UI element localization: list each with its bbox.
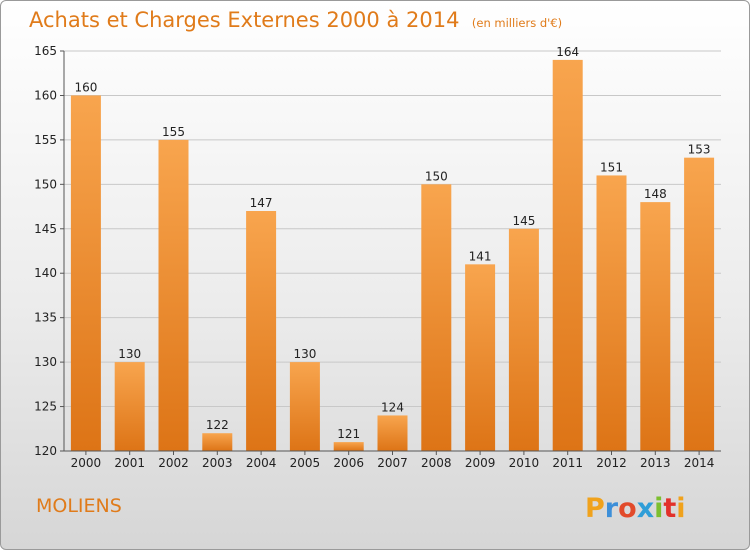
data-label-2009: 141	[469, 249, 492, 263]
bar-2006	[333, 442, 364, 451]
x-tick-label-2005: 2005	[290, 456, 321, 470]
data-label-2010: 145	[512, 214, 535, 228]
data-label-2000: 160	[74, 80, 97, 94]
data-label-2013: 148	[644, 187, 667, 201]
x-tick-label-2010: 2010	[509, 456, 540, 470]
data-label-2002: 155	[162, 125, 185, 139]
bar-2010	[508, 228, 539, 451]
y-tick-label: 165	[34, 44, 57, 58]
data-label-2001: 130	[118, 347, 141, 361]
bar-2004	[246, 211, 277, 451]
bar-2013	[640, 202, 671, 451]
y-tick-label: 155	[34, 133, 57, 147]
x-tick-label-2009: 2009	[465, 456, 496, 470]
bar-2003	[202, 433, 233, 451]
data-label-2008: 150	[425, 169, 448, 183]
bar-2002	[158, 139, 189, 451]
chart-title-block: Achats et Charges Externes 2000 à 2014 (…	[29, 8, 562, 32]
y-tick-label: 160	[34, 88, 57, 102]
bar-layer	[70, 59, 715, 452]
x-tick-label-2014: 2014	[684, 456, 715, 470]
x-tick-label-2008: 2008	[421, 456, 452, 470]
label-layer: 160 130 155 122 147 130 121 124 150 141 145 164 151 1…	[74, 45, 710, 441]
svg-text:Proxiti: Proxiti	[585, 493, 686, 524]
y-tick-label: 135	[34, 311, 57, 325]
data-label-2011: 164	[556, 45, 579, 59]
bar-2007	[377, 415, 408, 451]
bar-2000	[70, 95, 101, 451]
x-tick-label-2012: 2012	[596, 456, 627, 470]
axis-layer: 120 125 130 135 140 145 150 155 160 165 2000 2001 20…	[34, 44, 721, 470]
x-tick-label-2004: 2004	[246, 456, 277, 470]
data-label-2007: 124	[381, 400, 404, 414]
y-tick-label: 120	[34, 444, 57, 458]
y-tick-label: 150	[34, 177, 57, 191]
x-tick-label-2011: 2011	[552, 456, 583, 470]
bar-2008	[421, 184, 452, 452]
data-label-2006: 121	[337, 427, 360, 441]
bar-2014	[684, 157, 715, 451]
y-tick-label: 125	[34, 400, 57, 414]
data-label-2014: 153	[688, 143, 711, 157]
bar-2009	[465, 264, 496, 451]
x-tick-label-2006: 2006	[333, 456, 364, 470]
y-tick-label: 140	[34, 266, 57, 280]
x-tick-label-2013: 2013	[640, 456, 671, 470]
bar-2001	[114, 362, 145, 451]
chart-title: Achats et Charges Externes 2000 à 2014	[29, 8, 460, 32]
bar-2005	[289, 362, 320, 451]
data-label-2005: 130	[293, 347, 316, 361]
x-tick-label-2002: 2002	[158, 456, 189, 470]
bar-2012	[596, 175, 627, 451]
x-tick-label-2000: 2000	[71, 456, 102, 470]
x-tick-label-2001: 2001	[114, 456, 145, 470]
bar-2011	[552, 59, 583, 452]
data-label-2004: 147	[250, 196, 273, 210]
x-tick-label-2007: 2007	[377, 456, 408, 470]
chart-subtitle: (en milliers d'€)	[471, 16, 563, 30]
y-tick-label: 130	[34, 355, 57, 369]
proxiti-logo: Proxiti	[585, 493, 686, 524]
data-label-2003: 122	[206, 418, 229, 432]
x-tick-label-2003: 2003	[202, 456, 233, 470]
commune-name: MOLIENS	[36, 495, 122, 517]
y-tick-label: 145	[34, 222, 57, 236]
data-label-2012: 151	[600, 160, 623, 174]
